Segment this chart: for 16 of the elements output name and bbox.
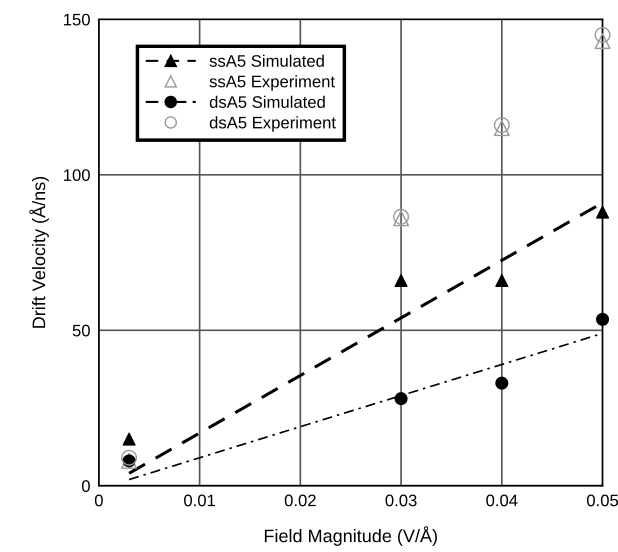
x-axis-title: Field Magnitude (V/Å): [264, 526, 437, 546]
y-tick-label: 50: [72, 324, 90, 336]
x-tick-label: 0: [94, 494, 103, 506]
legend-label: dsA5 Simulated: [210, 96, 325, 108]
y-tick-label: 0: [82, 480, 90, 492]
x-tick-label: 0.05: [586, 494, 618, 506]
legend-label: ssA5 Experiment: [210, 75, 335, 91]
x-tick-label: 0.02: [284, 494, 316, 506]
x-tick-label: 0.03: [386, 494, 417, 506]
legend-label: dsA5 Experiment: [210, 116, 336, 132]
y-axis-title: Drift Velocity (Å/ns): [29, 176, 49, 328]
x-tick-label: 0.04: [486, 494, 518, 506]
y-tick-label: 100: [64, 169, 90, 182]
x-tick-label: 0.01: [184, 494, 216, 506]
legend-label: ssA5 Simulated: [210, 54, 324, 67]
y-tick-label: 150: [64, 14, 90, 26]
